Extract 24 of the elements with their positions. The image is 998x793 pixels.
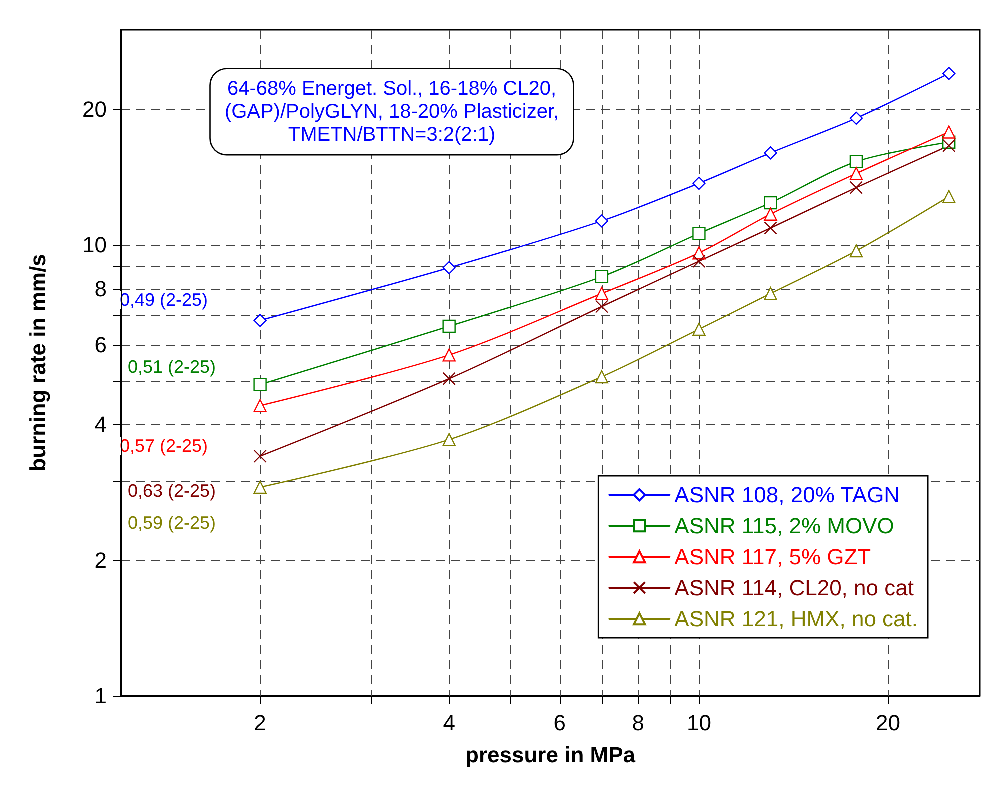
annotation: 0,51 (2-25) [128,357,216,377]
y-tick-label: 6 [94,332,107,358]
legend-label: ASNR 121, HMX, no cat. [674,606,918,632]
x-tick-label: 10 [686,710,712,736]
y-axis-title: burning rate in mm/s [26,254,50,472]
x-axis-title: pressure in MPa [466,742,636,768]
annotation: 0,63 (2-25) [128,481,216,501]
y-tick-label: 20 [82,96,107,122]
annotation: 64-68% Energet. Sol., 16-18% CL20, (GAP)/PolyGLYN, 18-20% Plasticizer, TMETN/BTTN=3:2(2:1) [224,78,560,146]
y-tick-label: 10 [82,232,107,258]
x-tick-label: 20 [876,710,900,736]
x-tick-label: 8 [632,710,644,736]
x-tick-label: 2 [254,710,266,736]
y-tick-label: 2 [94,548,107,573]
y-tick-label: 8 [94,276,107,302]
x-tick-label: 6 [554,710,566,736]
legend-label: ASNR 114, CL20, no cat [674,576,914,600]
legend-label: ASNR 117, 5% GZT [674,544,872,570]
legend-label: ASNR 115, 2% MOVO [674,514,894,538]
y-tick-label: 1 [94,684,107,708]
x-tick-label: 4 [443,710,456,736]
annotation: 0,59 (2-25) [128,513,216,533]
y-tick-label: 4 [94,412,107,438]
legend-label: ASNR 108, 20% TAGN [674,482,900,508]
